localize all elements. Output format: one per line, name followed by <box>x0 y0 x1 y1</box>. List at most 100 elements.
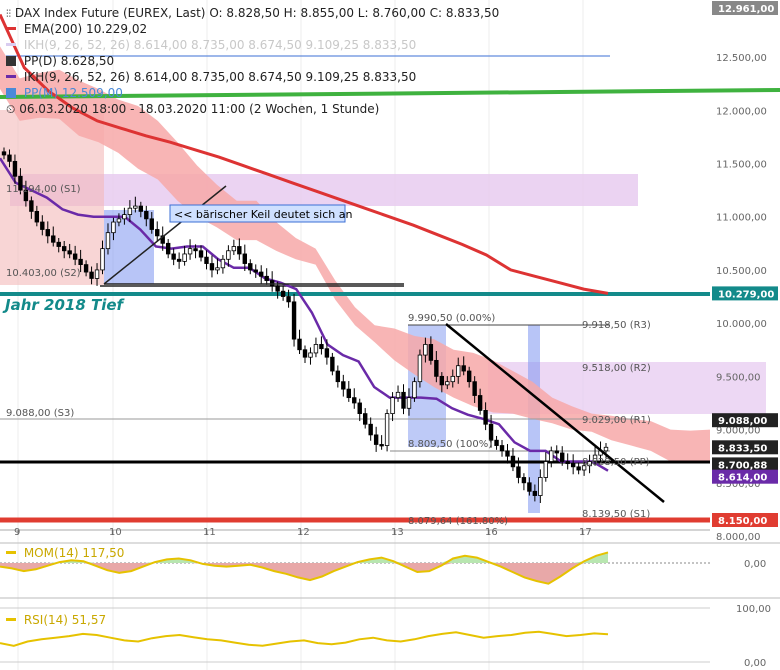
candle-body <box>477 395 483 411</box>
candle-body <box>335 370 341 383</box>
legend-ema: EMA(200) 10.229,02 <box>6 22 147 36</box>
candle-body <box>466 370 472 383</box>
candle-body <box>302 349 308 358</box>
candle-body <box>56 241 61 247</box>
legend-ppd: PP(D) 8.628,50 <box>6 54 114 68</box>
candle-body <box>570 463 576 468</box>
x-tick-label: 10 <box>109 527 122 538</box>
fib-100-label: 8.809,50 (100%) <box>408 439 492 450</box>
rsi-line <box>0 630 609 647</box>
candle-body <box>23 189 29 202</box>
y-tick-label: 12.000,00 <box>716 106 767 117</box>
r1-label: 9.029,00 (R1) <box>582 415 651 426</box>
ikh-swatch <box>6 75 16 78</box>
y-tick-label: 11.000,00 <box>716 213 767 224</box>
candle-body <box>450 375 455 383</box>
candle-body <box>34 210 40 223</box>
candle-body <box>248 263 253 271</box>
x-tick-label: 13 <box>391 527 404 538</box>
candle-body <box>280 290 286 297</box>
price-box-label: 8.833,50 <box>718 443 767 454</box>
left-pink-zone <box>0 110 104 285</box>
candle-body <box>527 482 532 492</box>
mom-positive-area <box>0 552 608 563</box>
candle-body <box>78 258 83 266</box>
level-s3-label: 9.088,00 (S3) <box>6 408 74 419</box>
r2-label: 9.518,00 (R2) <box>582 363 651 374</box>
candle-body <box>368 423 373 436</box>
candle-body <box>275 285 280 292</box>
mom-zero-tick: 0,00 <box>744 559 766 570</box>
fib-161-label: 8.079,64 (161.80%) <box>408 516 508 527</box>
ppm-swatch <box>6 88 16 98</box>
level-s2-label: 10.403,00 (S2) <box>6 268 81 279</box>
price-box-label: 8.150,00 <box>718 516 767 527</box>
candle-body <box>439 375 445 386</box>
x-tick-label: 17 <box>579 527 592 538</box>
candle-body <box>116 218 122 223</box>
price-axis: 12.500,00 12.000,00 11.500,00 11.000,00 10.5… <box>716 53 767 543</box>
candle-body <box>231 246 237 252</box>
candle-body <box>560 452 565 462</box>
level-s1-label: 11.194,00 (S1) <box>6 184 81 195</box>
downtrend-line <box>445 323 665 503</box>
candle-body <box>149 218 154 230</box>
candle-body <box>18 175 23 191</box>
candle-body <box>456 365 461 377</box>
y-tick-label: 8.500,00 <box>716 479 761 490</box>
legend-mom: MOM(14) 117,50 <box>6 546 124 560</box>
candle-body <box>165 242 171 255</box>
legend-range: ⏲ 06.03.2020 18:00 - 18.03.2020 11:00 (2… <box>6 102 379 117</box>
candle-body <box>313 344 319 354</box>
y-tick-label: 10.500,00 <box>716 266 767 277</box>
candle-body <box>259 271 264 277</box>
candle-body <box>111 221 116 234</box>
mom-swatch <box>6 551 16 554</box>
y-tick-label: 9.000,00 <box>716 426 761 437</box>
fib-0-label: 9.990,50 (0.00%) <box>408 313 495 324</box>
s1-zone <box>10 174 638 206</box>
candle-body <box>144 210 149 220</box>
y-tick-label: 8.000,00 <box>716 532 761 543</box>
chart-type-icon: ⫶⫶ <box>6 9 11 20</box>
candle-body <box>499 445 505 452</box>
legend-ema-text: EMA(200) 10.229,02 <box>23 22 148 36</box>
candle-body <box>209 263 215 271</box>
candle-body <box>445 381 450 386</box>
candle-body <box>565 461 570 465</box>
candle-body <box>554 450 559 454</box>
price-box <box>712 513 778 527</box>
legend-ikh-faded-text: IKH(9, 26, 52, 26) 8.614,00 8.735,00 8.6… <box>23 38 417 52</box>
price-box <box>712 1 778 15</box>
candle-body <box>357 402 362 415</box>
candle-body <box>516 466 521 478</box>
candle-body <box>412 381 417 399</box>
price-box <box>712 413 778 428</box>
x-tick-label: 9 <box>14 527 20 538</box>
candle-body <box>488 423 494 441</box>
candle-body <box>215 267 220 271</box>
price-box-label: 12.961,00 <box>718 4 774 15</box>
legend-ikh: IKH(9, 26, 52, 26) 8.614,00 8.735,00 8.6… <box>6 70 416 84</box>
x-tick-label: 12 <box>297 527 310 538</box>
candle-body <box>532 490 538 496</box>
y-tick-label: 9.500,00 <box>716 372 761 383</box>
ikh-faded-swatch <box>6 43 16 46</box>
legend-ikh-text: IKH(9, 26, 52, 26) 8.614,00 8.735,00 8.6… <box>23 70 417 84</box>
legend-rsi: RSI(14) 51,57 <box>6 613 106 627</box>
candle-body <box>198 250 204 258</box>
ikh-line <box>0 157 609 472</box>
candle-body <box>220 258 226 269</box>
candle-body <box>291 301 297 340</box>
candle-body <box>538 477 543 496</box>
ppm-line <box>0 88 780 99</box>
candle-body <box>171 253 176 260</box>
candle-body <box>576 466 581 471</box>
legend-ohlc: O: 8.828,50 H: 8.855,00 L: 8.760,00 C: 8… <box>209 6 500 20</box>
candles <box>1 147 609 504</box>
candle-body <box>423 344 428 356</box>
legend-title: ⫶⫶ DAX Index Future (EUREX, Last) O: 8.8… <box>6 6 499 20</box>
yearlow-annotation: Jahr 2018 Tief <box>2 296 126 314</box>
legend-range-text: 06.03.2020 18:00 - 18.03.2020 11:00 (2 W… <box>19 102 380 116</box>
candle-body <box>401 391 406 409</box>
